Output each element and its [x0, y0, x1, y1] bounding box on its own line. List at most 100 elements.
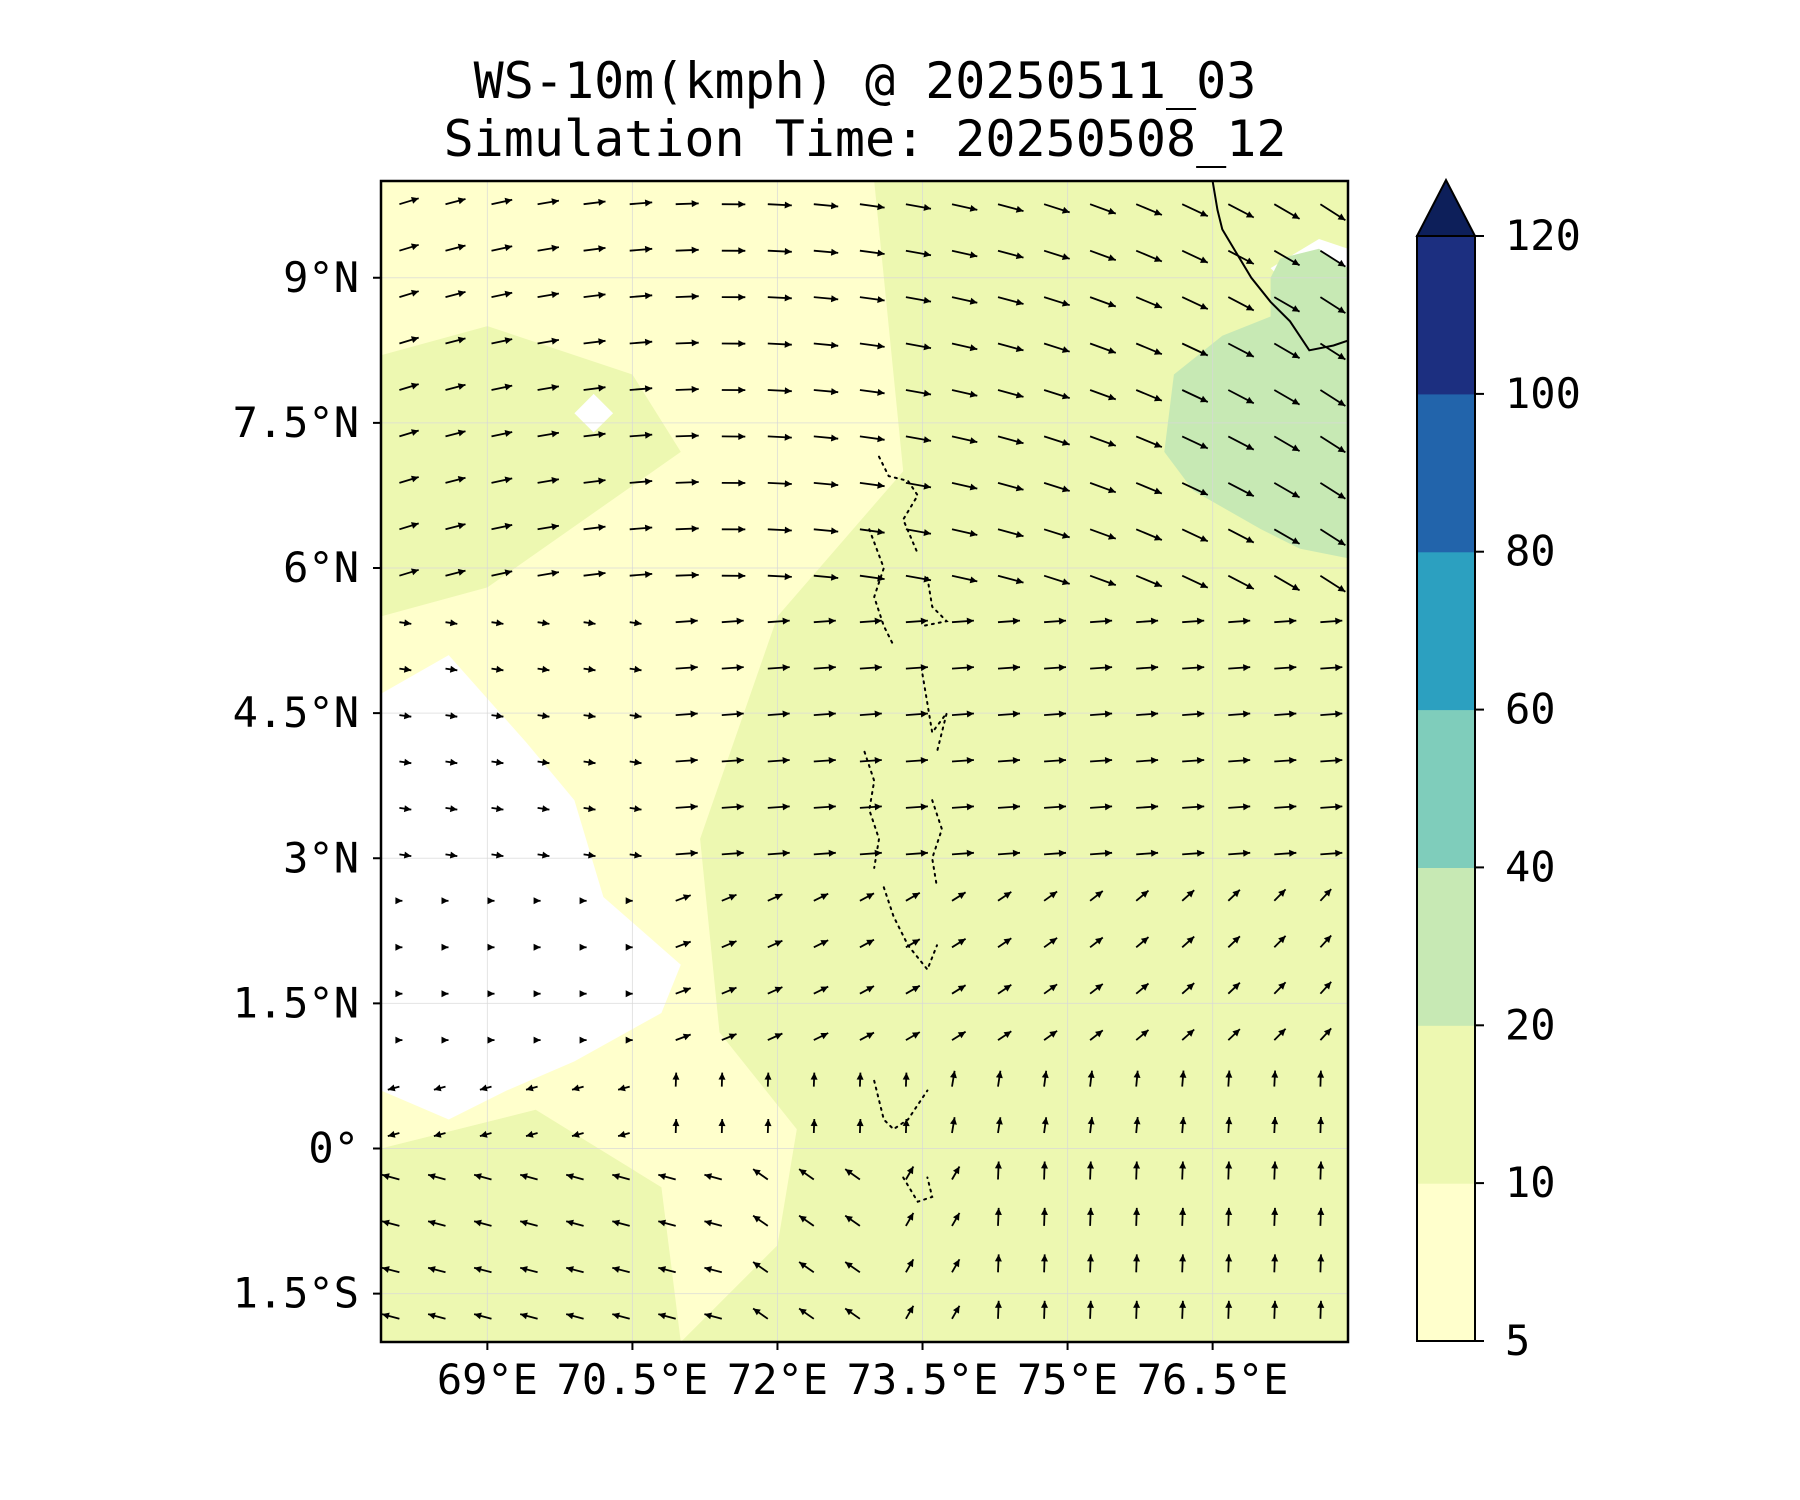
wind-arrow-head: [411, 336, 419, 343]
y-tick-label: 4.5°N: [233, 688, 359, 737]
wind-arrow-head: [634, 758, 642, 766]
atoll-outline: [863, 750, 881, 869]
wind-arrow: [1044, 617, 1067, 625]
wind-arrow-head: [1278, 1028, 1286, 1037]
wind-arrow: [675, 894, 692, 902]
wind-arrow: [675, 339, 699, 347]
wind-arrow: [905, 435, 932, 444]
wind-arrow: [905, 803, 928, 811]
wind-arrow-head: [1154, 394, 1162, 402]
wind-arrow: [798, 1168, 815, 1181]
wind-arrow-head: [551, 337, 559, 345]
wind-arrow-head: [551, 477, 559, 484]
wind-arrow: [1227, 935, 1241, 948]
wind-arrow: [905, 984, 921, 995]
wind-arrow: [537, 523, 560, 531]
wind-arrow-head: [866, 986, 874, 993]
wind-arrow-head: [1140, 890, 1149, 898]
wind-arrow: [905, 617, 928, 625]
wind-arrow-head: [906, 1259, 914, 1268]
wind-arrow-head: [682, 894, 691, 901]
wind-arrow-head: [1041, 1300, 1048, 1308]
wind-arrow: [1227, 889, 1241, 902]
wind-arrow-head: [1335, 757, 1343, 764]
wind-arrow-head: [1012, 757, 1020, 764]
wind-arrow-head: [1186, 936, 1195, 944]
wind-arrow: [1090, 803, 1113, 811]
wind-arrow-head: [1003, 984, 1012, 992]
wind-arrow-head: [784, 340, 792, 348]
wind-arrow: [445, 429, 466, 438]
wind-arrow-head: [1108, 393, 1116, 401]
wind-arrow-head: [1232, 889, 1240, 898]
wind-arrow-head: [504, 522, 513, 530]
wind-arrow-head: [457, 383, 466, 390]
wind-arrow-head: [428, 1219, 436, 1227]
wind-arrow-head: [1335, 803, 1343, 811]
wind-arrow-head: [1289, 664, 1297, 672]
wind-arrow: [675, 246, 699, 254]
wind-arrow-head: [1049, 984, 1058, 992]
wind-arrow-head: [533, 990, 541, 998]
wind-arrow: [565, 1173, 584, 1181]
wind-arrow: [433, 1084, 446, 1092]
wind-arrow: [1089, 482, 1117, 494]
wind-arrow: [1320, 849, 1343, 857]
wind-arrow: [1135, 982, 1150, 995]
wind-arrow-head: [1291, 537, 1300, 544]
wind-arrow-head: [551, 198, 559, 206]
wind-arrow: [859, 664, 882, 672]
wind-arrow-head: [588, 851, 596, 859]
wind-arrow-head: [1133, 1070, 1141, 1078]
wind-arrow: [813, 527, 839, 535]
wind-arrow-head: [496, 712, 504, 720]
wind-arrow: [1181, 574, 1209, 589]
wind-arrow-head: [1317, 1070, 1325, 1078]
colorbar-segment: [1417, 1183, 1475, 1342]
wind-arrow-head: [738, 386, 746, 394]
wind-arrow: [905, 1212, 915, 1227]
wind-arrow: [612, 1173, 630, 1181]
wind-arrow-head: [923, 204, 931, 211]
wind-arrow-head: [845, 1262, 853, 1269]
atoll-outline: [878, 455, 919, 555]
wind-arrow: [1273, 888, 1287, 902]
wind-arrow: [1136, 664, 1159, 672]
wind-arrow-head: [906, 1212, 914, 1221]
wind-arrow: [1319, 482, 1346, 500]
wind-arrow-head: [634, 712, 642, 720]
colorbar-segment: [1417, 393, 1475, 553]
wind-arrow: [1135, 296, 1163, 309]
wind-arrow: [764, 1118, 772, 1134]
wind-arrow-head: [969, 297, 978, 305]
colorbar: 5 10 20 40 60 80 100 120: [1415, 177, 1581, 1365]
wind-arrow-head: [774, 893, 783, 901]
wind-arrow-head: [1049, 937, 1058, 945]
wind-arrow: [571, 1130, 584, 1138]
wind-arrow-head: [738, 572, 746, 580]
wind-arrow: [445, 805, 458, 813]
wind-arrow-head: [877, 574, 885, 582]
wind-arrow: [951, 482, 978, 491]
wind-arrow: [1182, 664, 1205, 672]
wind-arrow: [629, 805, 642, 813]
wind-arrow: [859, 481, 885, 489]
wind-arrow: [1182, 617, 1205, 625]
wind-arrow-head: [1271, 1070, 1279, 1078]
wind-arrow-head: [874, 803, 882, 811]
wind-arrow: [675, 710, 698, 718]
wind-arrow: [1135, 889, 1150, 902]
colorbar-tick-label: 60: [1505, 685, 1556, 734]
wind-arrow-head: [1291, 258, 1300, 266]
wind-arrow: [1228, 757, 1251, 764]
wind-arrow-head: [551, 244, 559, 252]
wind-arrow: [1090, 710, 1113, 718]
wind-arrow-head: [950, 1117, 957, 1125]
wind-arrow: [1271, 1161, 1279, 1180]
wind-arrow-head: [1335, 617, 1343, 625]
wind-arrow: [1135, 342, 1163, 356]
wind-arrow: [995, 1070, 1003, 1087]
wind-arrow-head: [496, 758, 504, 766]
wind-arrow-head: [1154, 255, 1162, 262]
wind-arrow-head: [704, 1219, 712, 1227]
